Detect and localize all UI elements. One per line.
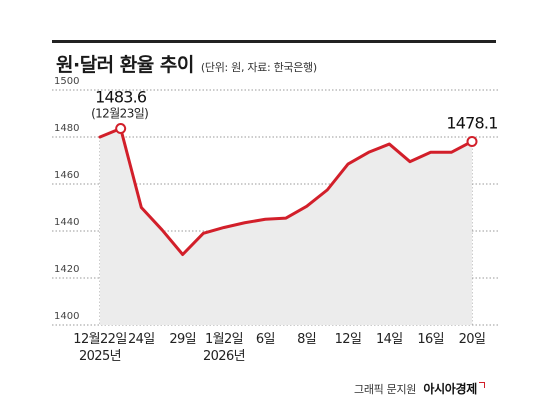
x-tick-label-4: 29일	[169, 332, 196, 347]
logo-mark-icon	[479, 382, 486, 388]
y-tick-label-1400: 1400	[54, 311, 79, 322]
x-tick-sublabel-6: 2026년	[203, 349, 245, 364]
area-fill	[100, 128, 472, 325]
area-layer	[100, 128, 472, 325]
x-tick-labels: 12월22일 2025년 24일 29일 1월2일 2026년 6일 8일 12일 14일 16일 2…	[73, 332, 486, 364]
point-marker-18	[466, 135, 478, 147]
credit: 그래픽 문지원 아시아경제	[354, 380, 486, 397]
y-tick-label-1460: 1460	[54, 170, 79, 181]
x-tick-label-14: 14일	[376, 332, 403, 347]
credit-prefix: 그래픽 문지원	[354, 383, 417, 396]
series-line	[98, 127, 474, 256]
y-tick-label-1480: 1480	[54, 123, 79, 134]
date-label-1: (12월23일)	[91, 107, 148, 121]
title-row: 원·달러 환율 추이 (단위: 원, 자료: 한국은행)	[56, 50, 317, 77]
publisher-logo: 아시아경제	[423, 382, 478, 396]
y-tick-label-1420: 1420	[54, 264, 79, 275]
x-tick-sublabel-0: 2025년	[79, 349, 121, 364]
point-marker-1	[115, 123, 127, 135]
y-tick-labels: 1400 1420 1440 1460 1480 1500	[54, 76, 79, 322]
y-tick-label-1440: 1440	[54, 217, 79, 228]
x-tick-label-2: 24일	[128, 332, 155, 347]
x-tick-label-10: 8일	[297, 332, 316, 347]
y-tick-label-1500: 1500	[54, 76, 79, 87]
top-rule	[52, 40, 496, 43]
unit-note: (단위: 원, 자료: 한국은행)	[200, 61, 317, 74]
x-tick-label-8: 6일	[256, 332, 275, 347]
x-tick-label-6: 1월2일	[205, 332, 243, 347]
value-label-18: 1478.1	[446, 113, 497, 132]
chart-title: 원·달러 환율 추이	[56, 54, 194, 76]
x-tick-label-18: 20일	[459, 332, 486, 347]
x-tick-label-12: 12일	[335, 332, 362, 347]
x-tick-label-0: 12월22일	[73, 332, 126, 347]
x-tick-label-16: 16일	[417, 332, 444, 347]
line-layer	[98, 127, 474, 256]
value-label-1: 1483.6	[95, 88, 147, 107]
annotations: 1483.6(12월23일) 1478.1	[91, 88, 498, 147]
